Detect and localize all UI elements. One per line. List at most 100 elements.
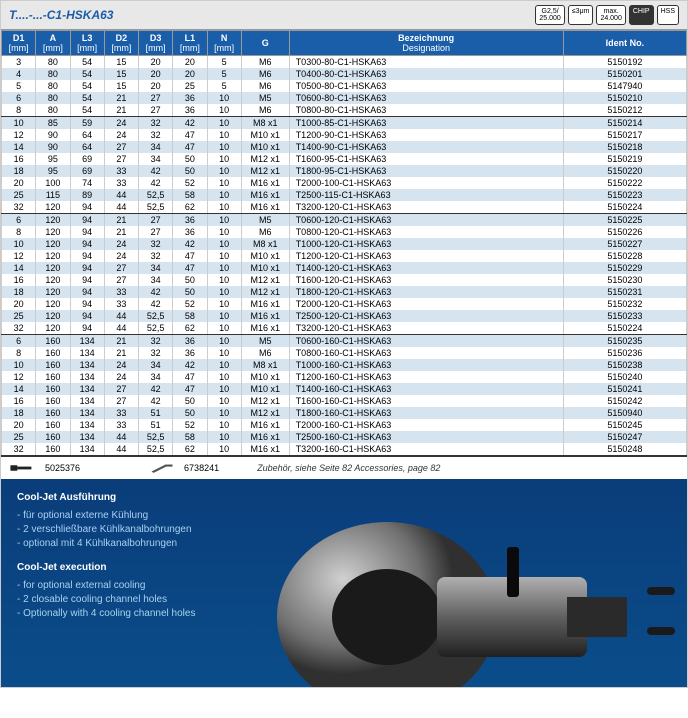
table-cell: 74 xyxy=(70,177,104,189)
table-cell: 5150232 xyxy=(563,298,686,310)
table-cell: 33 xyxy=(104,298,138,310)
table-cell: M10 x1 xyxy=(241,371,289,383)
table-cell: 5150235 xyxy=(563,335,686,348)
table-cell: 33 xyxy=(104,407,138,419)
table-cell: 10 xyxy=(207,274,241,286)
table-row: 1416013427424710M10 x1T1400-160-C1-HSKA6… xyxy=(2,383,687,395)
table-cell: 33 xyxy=(104,177,138,189)
table-cell: 24 xyxy=(104,250,138,262)
table-cell: M12 x1 xyxy=(241,153,289,165)
table-cell: 115 xyxy=(36,189,70,201)
table-cell: 14 xyxy=(2,383,36,395)
table-cell: 27 xyxy=(104,141,138,153)
table-cell: 10 xyxy=(207,141,241,153)
table-cell: 47 xyxy=(173,371,207,383)
table-cell: 24 xyxy=(104,129,138,141)
table-cell: 134 xyxy=(70,407,104,419)
table-row: 32120944452,56210M16 x1T3200-120-C1-HSKA… xyxy=(2,322,687,335)
table-cell: 42 xyxy=(139,383,173,395)
table-cell: M12 x1 xyxy=(241,274,289,286)
table-cell: 58 xyxy=(173,189,207,201)
table-row: 251601344452,55810M16 x1T2500-160-C1-HSK… xyxy=(2,431,687,443)
table-cell: 52,5 xyxy=(139,322,173,335)
table-cell: 24 xyxy=(104,359,138,371)
table-cell: 95 xyxy=(36,165,70,177)
table-cell: 5150223 xyxy=(563,189,686,201)
table-cell: 80 xyxy=(36,104,70,117)
table-cell: 3 xyxy=(2,56,36,69)
table-cell: 12 xyxy=(2,129,36,141)
table-cell: 160 xyxy=(36,431,70,443)
table-cell: 5150233 xyxy=(563,310,686,322)
table-cell: 5147940 xyxy=(563,80,686,92)
table-row: 61209421273610M5T0600-120-C1-HSKA6351502… xyxy=(2,214,687,227)
table-cell: 134 xyxy=(70,335,104,348)
table-cell: 10 xyxy=(207,117,241,130)
table-cell: 10 xyxy=(207,335,241,348)
table-cell: 5150192 xyxy=(563,56,686,69)
table-cell: 64 xyxy=(70,129,104,141)
table-cell: 32 xyxy=(2,443,36,456)
table-row: 32120944452,56210M16 x1T3200-120-C1-HSKA… xyxy=(2,201,687,214)
table-cell: T1600-160-C1-HSKA63 xyxy=(289,395,563,407)
table-row: 10855924324210M8 x1T1000-85-C1-HSKA63515… xyxy=(2,117,687,130)
table-cell: 27 xyxy=(104,383,138,395)
table-cell: 90 xyxy=(36,141,70,153)
table-row: 380541520205M6T0300-80-C1-HSKA635150192 xyxy=(2,56,687,69)
table-cell: 94 xyxy=(70,214,104,227)
table-cell: 160 xyxy=(36,407,70,419)
table-cell: 14 xyxy=(2,262,36,274)
table-cell: 32 xyxy=(139,250,173,262)
table-cell: 10 xyxy=(207,383,241,395)
table-cell: 6 xyxy=(2,92,36,104)
table-cell: 94 xyxy=(70,262,104,274)
table-cell: 5150224 xyxy=(563,322,686,335)
table-cell: 25 xyxy=(2,431,36,443)
table-cell: 120 xyxy=(36,286,70,298)
table-row: 181209433425010M12 x1T1800-120-C1-HSKA63… xyxy=(2,286,687,298)
table-cell: 50 xyxy=(173,153,207,165)
table-row: 161209427345010M12 x1T1600-120-C1-HSKA63… xyxy=(2,274,687,286)
bolt-icon xyxy=(9,461,37,475)
table-cell: 120 xyxy=(36,214,70,227)
table-cell: 10 xyxy=(207,431,241,443)
table-cell: 18 xyxy=(2,286,36,298)
bolt-code: 5025376 xyxy=(45,463,80,473)
table-row: 101209424324210M8 x1T1000-120-C1-HSKA635… xyxy=(2,238,687,250)
table-cell: M12 x1 xyxy=(241,165,289,177)
table-cell: 10 xyxy=(207,189,241,201)
table-cell: 42 xyxy=(173,238,207,250)
table-cell: M6 xyxy=(241,347,289,359)
table-cell: 27 xyxy=(139,104,173,117)
col-header: L1[mm] xyxy=(173,31,207,56)
table-cell: 8 xyxy=(2,347,36,359)
table-cell: M5 xyxy=(241,335,289,348)
table-row: 580541520255M6T0500-80-C1-HSKA635147940 xyxy=(2,80,687,92)
table-cell: 134 xyxy=(70,359,104,371)
table-cell: 5150230 xyxy=(563,274,686,286)
table-cell: 44 xyxy=(104,189,138,201)
table-cell: T2500-115-C1-HSKA63 xyxy=(289,189,563,201)
table-cell: M16 x1 xyxy=(241,322,289,335)
table-row: 25120944452,55810M16 x1T2500-120-C1-HSKA… xyxy=(2,310,687,322)
header: T....-...-C1-HSKA63 G2,5/25.000≤3μmmax.2… xyxy=(1,1,687,30)
table-cell: 80 xyxy=(36,68,70,80)
col-header: D2[mm] xyxy=(104,31,138,56)
table-cell: 160 xyxy=(36,359,70,371)
table-row: 25115894452,55810M16 x1T2500-115-C1-HSKA… xyxy=(2,189,687,201)
table-cell: 5150247 xyxy=(563,431,686,443)
table-cell: 5150226 xyxy=(563,226,686,238)
table-cell: T1200-90-C1-HSKA63 xyxy=(289,129,563,141)
table-cell: 21 xyxy=(104,104,138,117)
table-cell: 5150210 xyxy=(563,92,686,104)
table-cell: 52,5 xyxy=(139,443,173,456)
table-cell: 33 xyxy=(104,165,138,177)
table-row: 121209424324710M10 x1T1200-120-C1-HSKA63… xyxy=(2,250,687,262)
table-cell: T0600-160-C1-HSKA63 xyxy=(289,335,563,348)
table-cell: T0300-80-C1-HSKA63 xyxy=(289,56,563,69)
table-cell: 42 xyxy=(139,298,173,310)
table-cell: 44 xyxy=(104,443,138,456)
table-cell: 54 xyxy=(70,68,104,80)
table-cell: 20 xyxy=(139,56,173,69)
table-cell: 12 xyxy=(2,371,36,383)
